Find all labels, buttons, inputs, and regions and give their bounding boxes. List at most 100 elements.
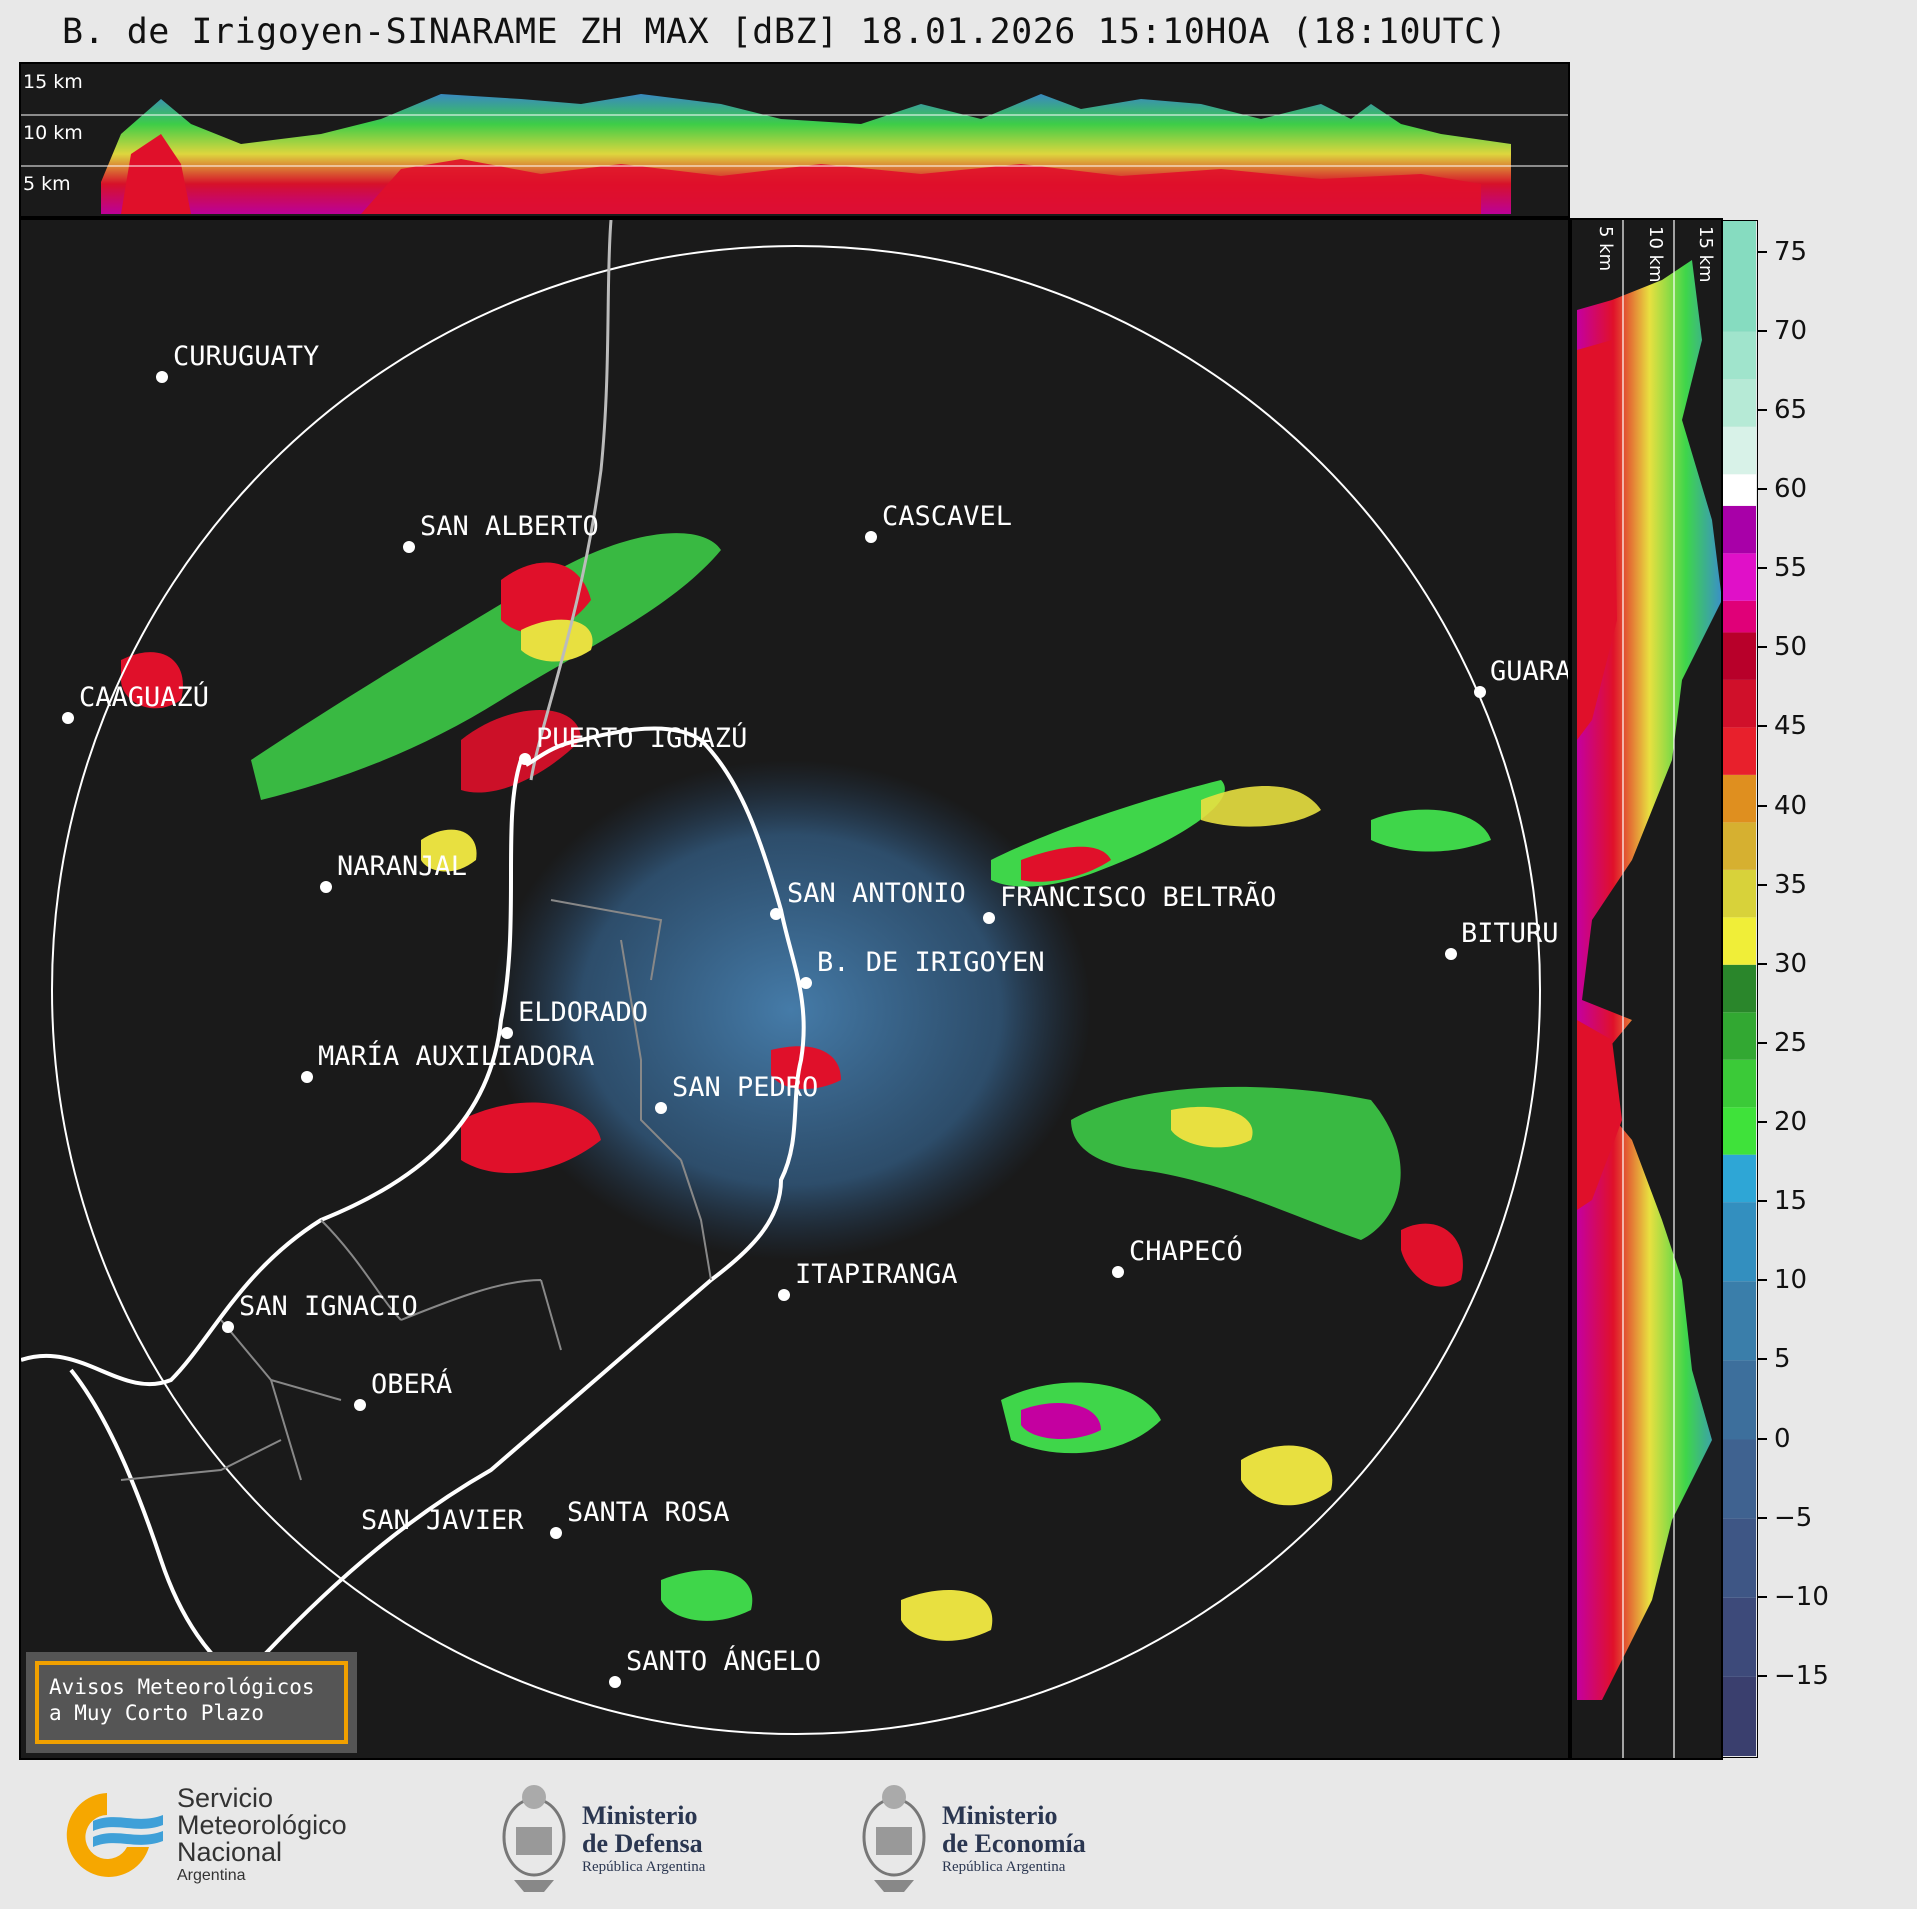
top-height-label-10: 10 km (23, 122, 83, 144)
city-label: SANTO ÁNGELO (626, 1645, 821, 1677)
colorbar-tick-label: −10 (1774, 1581, 1829, 1612)
city-label: CURUGUATY (173, 341, 319, 372)
warning-line-1: Avisos Meteorológicos (49, 1675, 315, 1699)
right-height-label-5: 5 km (1595, 226, 1616, 271)
colorbar-band (1723, 1360, 1756, 1440)
colorbar-band (1723, 869, 1756, 918)
colorbar-band (1723, 426, 1756, 475)
right-height-label-10: 10 km (1645, 226, 1666, 283)
city-label: PUERTO IGUAZÚ (536, 722, 747, 754)
colorbar-tick-mark (1758, 1674, 1767, 1677)
colorbar-band (1723, 1676, 1756, 1756)
colorbar-tick-mark (1758, 1516, 1767, 1519)
colorbar-tick-label: 15 (1774, 1186, 1808, 1217)
colorbar-band (1723, 964, 1756, 1013)
colorbar-tick-mark (1758, 883, 1767, 886)
colorbar-band (1723, 1107, 1756, 1155)
colorbar-band (1723, 600, 1756, 633)
colorbar-band (1723, 774, 1756, 823)
colorbar-tick-label: 10 (1774, 1265, 1808, 1296)
city-label: SANTA ROSA (567, 1497, 730, 1528)
city-label: B. DE IRIGOYEN (817, 947, 1045, 978)
colorbar-band (1723, 822, 1756, 870)
colorbar-tick-mark (1758, 804, 1767, 807)
city-label: CASCAVEL (882, 501, 1012, 532)
city-label: ITAPIRANGA (795, 1259, 958, 1290)
city-label: BITURU (1461, 918, 1559, 949)
city-label: NARANJAL (337, 851, 467, 882)
colorbar-band (1723, 1059, 1756, 1108)
defensa-line-1: Ministerio (582, 1801, 698, 1830)
defensa-line-3: República Argentina (582, 1859, 706, 1875)
colorbar-tick-label: 75 (1774, 236, 1808, 267)
defensa-line-2: de Defensa (582, 1829, 703, 1858)
colorbar-band (1723, 632, 1756, 680)
colorbar-tick-mark (1758, 1358, 1767, 1361)
colorbar-band (1723, 331, 1756, 380)
city-label: SAN ANTONIO (787, 878, 966, 909)
colorbar-band (1723, 1597, 1756, 1677)
city-label: OBERÁ (371, 1368, 452, 1400)
reflectivity-echoes (121, 533, 1491, 1641)
city-label: ELDORADO (518, 997, 648, 1028)
ministerio-economia-logo: Ministerio de Economía República Argenti… (854, 1772, 1134, 1897)
colorbar-band (1723, 1202, 1756, 1282)
city-label: CHAPECÓ (1129, 1235, 1243, 1267)
colorbar-tick-mark (1758, 1041, 1767, 1044)
economia-line-1: Ministerio (942, 1801, 1058, 1830)
colorbar-band (1723, 917, 1756, 965)
colorbar (1722, 220, 1758, 1758)
colorbar-tick-label: 35 (1774, 869, 1808, 900)
colorbar-band (1723, 1439, 1756, 1519)
colorbar-tick-label: 25 (1774, 1027, 1808, 1058)
city-label: SAN ALBERTO (420, 511, 599, 542)
economia-line-2: de Economía (942, 1829, 1086, 1858)
smn-logo: Servicio Meteorológico Nacional Argentin… (57, 1785, 397, 1885)
province-border (21, 726, 806, 1683)
colorbar-tick-mark (1758, 329, 1767, 332)
colorbar-tick-label: 45 (1774, 711, 1808, 742)
city-label: SAN PEDRO (672, 1072, 818, 1103)
colorbar-tick-mark (1758, 408, 1767, 411)
chart-title: B. de Irigoyen-SINARAME ZH MAX [dBZ] 18.… (62, 12, 1508, 52)
ministerio-defensa-logo: Ministerio de Defensa República Argentin… (494, 1772, 754, 1897)
colorbar-tick-label: −5 (1774, 1502, 1813, 1533)
top-height-label-5: 5 km (23, 173, 71, 195)
colorbar-tick-label: 65 (1774, 394, 1808, 425)
colorbar-tick-label: 0 (1774, 1423, 1791, 1454)
colorbar-tick-label: 40 (1774, 790, 1808, 821)
city-label: CAAGUAZÚ (79, 681, 209, 713)
colorbar-tick-mark (1758, 250, 1767, 253)
colorbar-band (1723, 379, 1756, 427)
city-label: GUARA (1490, 656, 1570, 687)
colorbar-tick-label: 50 (1774, 632, 1808, 663)
warning-line-2: a Muy Corto Plazo (49, 1701, 264, 1725)
colorbar-tick-mark (1758, 725, 1767, 728)
smn-line-1: Servicio (177, 1783, 274, 1813)
colorbar-tick-label: −15 (1774, 1660, 1829, 1691)
city-label: SAN JAVIER (361, 1505, 524, 1536)
colorbar-tick-mark (1758, 488, 1767, 491)
city-label: FRANCISCO BELTRÃO (1000, 881, 1276, 913)
warning-box[interactable]: Avisos Meteorológicos a Muy Corto Plazo (26, 1652, 357, 1753)
colorbar-band (1723, 505, 1756, 554)
colorbar-tick-label: 30 (1774, 948, 1808, 979)
right-height-label-15: 15 km (1695, 226, 1716, 283)
colorbar-tick-label: 20 (1774, 1107, 1808, 1137)
colorbar-tick-mark (1758, 1121, 1767, 1123)
colorbar-tick-mark (1758, 1279, 1767, 1282)
department-lines (120, 899, 712, 1481)
colorbar-band (1723, 1281, 1756, 1361)
colorbar-tick-mark (1758, 567, 1767, 570)
colorbar-band (1723, 553, 1756, 601)
colorbar-tick-label: 60 (1774, 474, 1808, 505)
colorbar-band (1723, 727, 1756, 775)
city-label: MARÍA AUXILIADORA (318, 1040, 594, 1072)
colorbar-band (1723, 1518, 1756, 1598)
top-height-label-15: 15 km (23, 71, 83, 93)
colorbar-band (1723, 679, 1756, 728)
smn-line-3: Nacional (177, 1837, 283, 1867)
colorbar-tick-mark (1758, 962, 1767, 965)
smn-line-4: Argentina (177, 1867, 246, 1884)
colorbar-tick-label: 70 (1774, 315, 1808, 346)
